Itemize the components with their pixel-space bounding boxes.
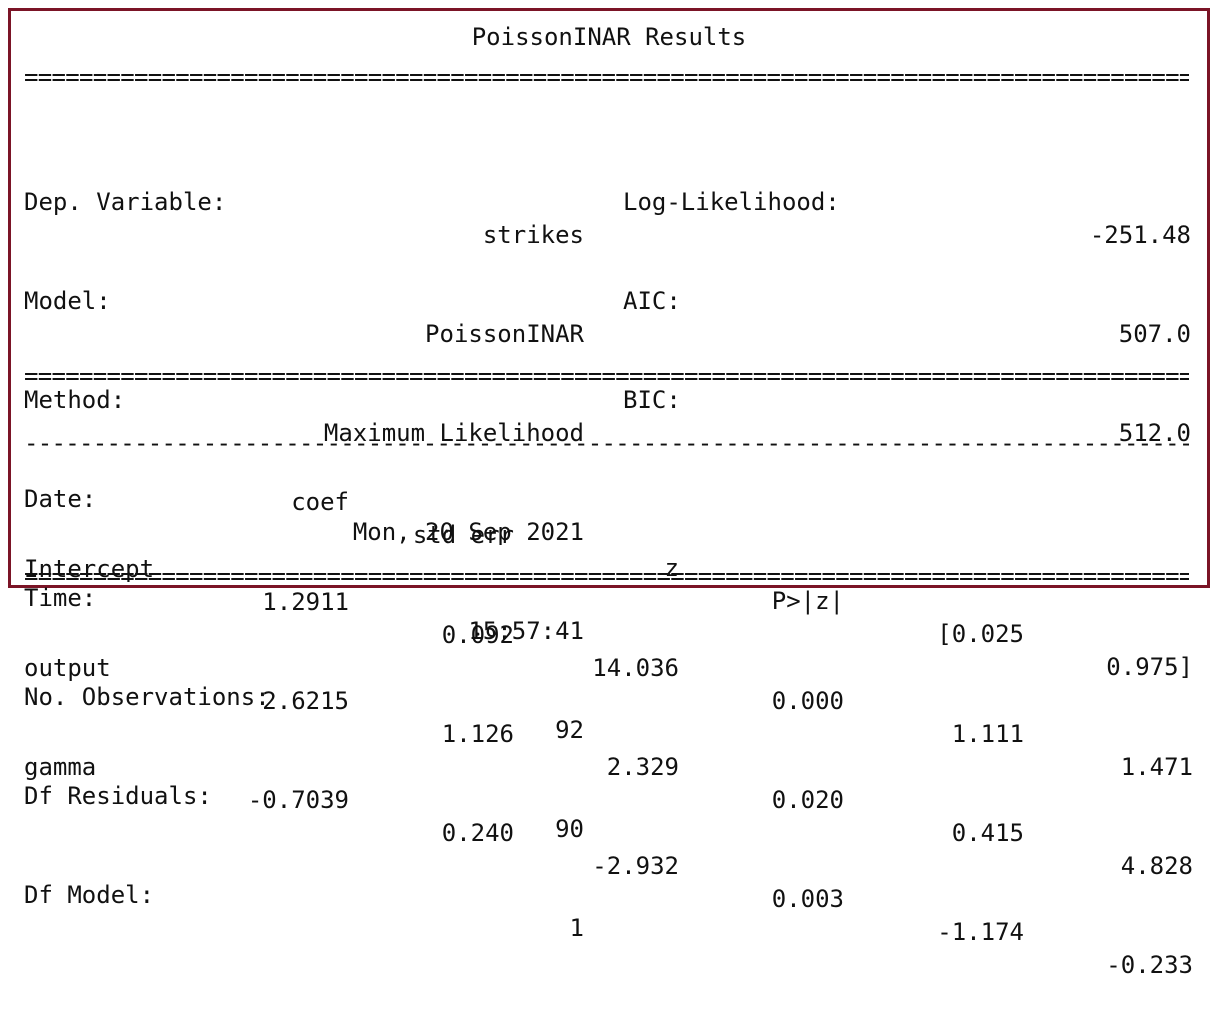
info-row-bic: BIC: 512.0 xyxy=(623,351,1191,447)
double-rule-middle: ========================================… xyxy=(24,362,1189,388)
info-label: BIC: xyxy=(623,386,681,414)
results-frame: PoissonINAR Results ====================… xyxy=(8,8,1210,979)
info-row-log-likelihood: Log-Likelihood: -251.48 xyxy=(623,153,1191,249)
column-header-coef: coef xyxy=(291,488,349,516)
info-row-dep-variable: Dep. Variable: strikes xyxy=(24,153,584,249)
single-rule: ----------------------------------------… xyxy=(24,429,1189,455)
info-label: Model: xyxy=(24,287,111,315)
table-row: gamma -0.7039 0.240 -2.932 0.003 -1.174 … xyxy=(24,718,1193,979)
info-value: 507.0 xyxy=(1118,320,1191,348)
info-row-model: Model: PoissonINAR xyxy=(24,252,584,348)
info-value: -251.48 xyxy=(1089,221,1191,249)
cell-z: 2.329 xyxy=(606,753,679,781)
cell-z: 14.036 xyxy=(592,654,679,682)
column-header-z: z xyxy=(664,554,679,582)
info-label: Date: xyxy=(24,485,97,513)
cell-p-value: 0.003 xyxy=(771,885,844,913)
cell-coef: 1.2911 xyxy=(262,588,349,616)
cell-coef: -0.7039 xyxy=(247,786,349,814)
cell-ci-upper: 1.471 xyxy=(1120,753,1193,781)
double-rule-bottom: ========================================… xyxy=(24,562,1189,588)
info-value: strikes xyxy=(482,221,584,249)
info-value: 512.0 xyxy=(1118,419,1191,447)
info-label: Method: xyxy=(24,386,126,414)
cell-ci-upper: -0.233 xyxy=(1106,951,1193,979)
row-label: output xyxy=(24,654,111,682)
row-label: gamma xyxy=(24,753,97,781)
info-value: Mon, 20 Sep 2021 xyxy=(352,518,584,546)
info-row-date: Date: Mon, 20 Sep 2021 xyxy=(24,450,584,546)
column-header-std-err: std err xyxy=(412,521,514,549)
info-value: 1 xyxy=(569,914,584,942)
cell-p-value: 0.000 xyxy=(771,687,844,715)
info-row-method: Method: Maximum Likelihood xyxy=(24,351,584,447)
cell-z: -2.932 xyxy=(592,852,679,880)
model-info-right: Log-Likelihood: -251.48 AIC: 507.0 BIC: … xyxy=(623,87,1191,450)
cell-ci-lower: -1.174 xyxy=(937,918,1024,946)
info-label: Dep. Variable: xyxy=(24,188,227,216)
double-rule-top: ========================================… xyxy=(24,63,1189,89)
results-title: PoissonINAR Results xyxy=(471,23,747,51)
cell-ci-lower: 0.415 xyxy=(951,819,1024,847)
info-label: Log-Likelihood: xyxy=(623,188,840,216)
cell-p-value: 0.020 xyxy=(771,786,844,814)
info-value: 90 xyxy=(555,815,584,843)
info-value: PoissonINAR xyxy=(425,320,584,348)
cell-ci-upper: 4.828 xyxy=(1120,852,1193,880)
coefficient-table-body: Intercept 1.2911 0.092 14.036 0.000 1.11… xyxy=(24,454,1193,979)
info-row-aic: AIC: 507.0 xyxy=(623,252,1191,348)
table-row: Intercept 1.2911 0.092 14.036 0.000 1.11… xyxy=(24,520,1193,781)
info-label: AIC: xyxy=(623,287,681,315)
row-label: Intercept xyxy=(24,555,155,583)
cell-coef: 2.6215 xyxy=(262,687,349,715)
table-row: output 2.6215 1.126 2.329 0.020 0.415 4.… xyxy=(24,619,1193,880)
cell-std-err: 0.240 xyxy=(441,819,514,847)
info-value: Maximum Likelihood xyxy=(323,419,584,447)
